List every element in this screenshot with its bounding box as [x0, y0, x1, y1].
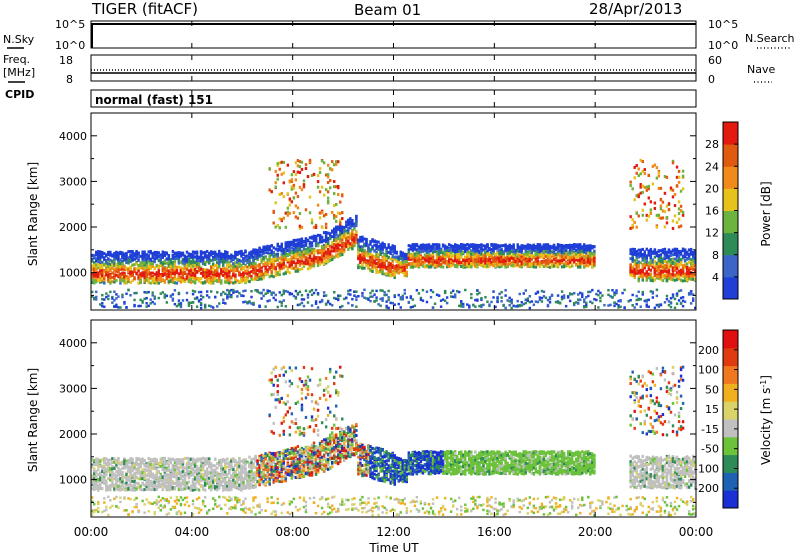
- colorbar-tick-label: -50: [701, 443, 719, 456]
- velocity-colorbar-label-sup: -1: [759, 380, 768, 388]
- colorbar-tick-label: 4: [712, 271, 719, 284]
- x-axis-label: Time UT: [368, 541, 419, 554]
- colorbar-segment: [723, 144, 738, 167]
- freq-left-tick-top: 18: [59, 54, 73, 67]
- colorbar-segment: [723, 330, 738, 349]
- x-tick-label: 12:00: [376, 525, 411, 539]
- velocity-ylabel: Slant Range [km]: [26, 368, 40, 472]
- velocity-colorbar-label-end: ]: [759, 375, 773, 380]
- colorbar-tick-label: 28: [705, 138, 719, 151]
- x-tick-label: 04:00: [175, 525, 210, 539]
- noise-left-tick-top: 10^5: [55, 18, 85, 31]
- colorbar-segment: [723, 122, 738, 145]
- cpid-value: normal (fast) 151: [95, 93, 213, 107]
- noise-right-tick-top: 10^5: [708, 18, 738, 31]
- colorbar-segment: [723, 347, 738, 367]
- y-tick-label: 1000: [59, 267, 87, 280]
- n-sky-label: N.Sky: [3, 33, 35, 46]
- colorbar-tick-label: 16: [705, 205, 719, 218]
- colorbar-tick-label: -15: [701, 423, 719, 436]
- radar-title: TIGER (fitACF): [91, 0, 198, 18]
- freq-right-tick-bottom: 0: [708, 73, 715, 86]
- x-tick-label: 20:00: [578, 525, 613, 539]
- date-title: 28/Apr/2013: [589, 0, 682, 18]
- colorbar-segment: [723, 166, 738, 189]
- colorbar-tick-label: 20: [705, 182, 719, 195]
- beam-title: Beam 01: [354, 1, 421, 19]
- colorbar-segment: [723, 276, 738, 300]
- freq-right-tick-top: 60: [708, 54, 722, 67]
- y-tick-label: 2000: [59, 221, 87, 234]
- colorbar-tick-label: 100: [698, 364, 719, 377]
- power-heatmap: [91, 158, 697, 310]
- nave-label: Nave: [747, 63, 775, 76]
- velocity-colorbar: 200 100 50 15 -15 -50 -100 -200: [694, 329, 739, 509]
- cpid-panel: CPID normal (fast) 151: [5, 88, 697, 108]
- x-tick-label: 00:00: [74, 525, 109, 539]
- colorbar-segment: [723, 188, 738, 211]
- power-ylabel: Slant Range [km]: [26, 162, 40, 266]
- freq-left-tick-bottom: 8: [66, 73, 73, 86]
- freq-label: Freq.: [3, 53, 30, 66]
- colorbar-segment: [723, 436, 738, 456]
- noise-left-tick-bottom: 10^0: [55, 39, 85, 52]
- colorbar-tick-label: 50: [705, 383, 719, 396]
- power-colorbar: 28 24 20 16 12 8 4: [705, 121, 739, 300]
- colorbar-tick-label: 24: [705, 160, 719, 173]
- colorbar-tick-label: 8: [712, 249, 719, 262]
- y-tick-label: 2000: [59, 428, 87, 441]
- y-tick-label: 3000: [59, 175, 87, 188]
- y-tick-label: 3000: [59, 382, 87, 395]
- x-tick-label: 16:00: [477, 525, 512, 539]
- n-search-label: N.Search: [745, 32, 795, 45]
- colorbar-segment: [723, 401, 738, 420]
- x-tick-label: 08:00: [275, 525, 310, 539]
- cpid-label: CPID: [5, 88, 34, 101]
- y-tick-label: 1000: [59, 474, 87, 487]
- noise-panel: N.Sky 10^5 10^0 10^5 10^0 N.Search: [3, 18, 795, 52]
- y-tick-label: 4000: [59, 337, 87, 350]
- colorbar-segment: [723, 210, 738, 234]
- colorbar-tick-label: 200: [698, 344, 719, 357]
- colorbar-tick-label: 15: [705, 403, 719, 416]
- noise-right-tick-bottom: 10^0: [708, 39, 738, 52]
- velocity-heatmap: [91, 365, 697, 517]
- power-panel: Slant Range [km] 4000 3000 2000 1000: [26, 112, 697, 311]
- colorbar-segment: [723, 232, 738, 256]
- velocity-colorbar-label: Velocity [m s-1]: [759, 375, 773, 465]
- freq-panel: Freq. [MHz] 18 8 60 0 Nave: [3, 53, 775, 86]
- velocity-colorbar-label-main: Velocity [m s: [759, 388, 773, 465]
- colorbar-tick-label: -200: [694, 482, 719, 495]
- colorbar-segment: [723, 365, 738, 384]
- freq-unit-label: [MHz]: [3, 66, 35, 79]
- colorbar-tick-label: 12: [705, 227, 719, 240]
- velocity-panel: Slant Range [km] 4000 3000 2000 1000: [26, 319, 697, 518]
- colorbar-segment: [723, 454, 738, 473]
- colorbar-segment: [723, 419, 738, 438]
- colorbar-segment: [723, 490, 738, 509]
- y-tick-label: 4000: [59, 130, 87, 143]
- x-tick-label: 00:00: [679, 525, 714, 539]
- colorbar-segment: [723, 472, 738, 491]
- colorbar-tick-label: -100: [694, 462, 719, 475]
- power-colorbar-label: Power [dB]: [759, 181, 773, 246]
- colorbar-segment: [723, 383, 738, 402]
- colorbar-segment: [723, 254, 738, 278]
- x-axis: 00:00 04:00 08:00 12:00 16:00 20:00 00:00: [74, 21, 714, 539]
